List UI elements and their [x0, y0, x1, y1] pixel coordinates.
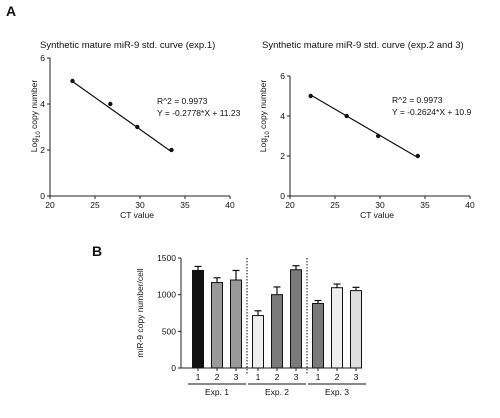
bar — [350, 290, 362, 369]
y-tick-label: 4 — [40, 99, 45, 109]
x-axis-label: CT value — [120, 210, 154, 220]
bar — [192, 269, 204, 369]
y-axis-label-rest: copy number — [29, 80, 39, 132]
x-tick-label: 20 — [45, 200, 55, 210]
y-tick-label: 2 — [280, 151, 285, 161]
x-tick-label: 1 — [196, 372, 201, 382]
bar — [211, 282, 223, 369]
x-tick-label: 1 — [256, 372, 261, 382]
bar — [252, 315, 264, 369]
y-tick-label: 0 — [280, 191, 285, 201]
data-point — [415, 153, 420, 159]
equation-text: Y = -0.2624*X + 10.9 — [392, 107, 472, 117]
bar — [331, 287, 343, 369]
fit-line — [310, 94, 419, 158]
panel-label-a: A — [6, 3, 16, 19]
group-label: Exp. 1 — [205, 387, 229, 397]
x-tick-label: 40 — [465, 200, 475, 210]
x-tick-label: 20 — [285, 200, 295, 210]
x-tick-label: 35 — [420, 200, 430, 210]
panel-label-b: B — [92, 243, 102, 259]
chart-title: Synthetic mature miR-9 std. curve (exp.1… — [40, 40, 215, 51]
x-tick-label: 2 — [335, 372, 340, 382]
x-tick-label: 25 — [90, 200, 100, 210]
x-tick-label: 40 — [225, 200, 235, 210]
y-tick-label: 0 — [171, 363, 176, 373]
x-tick-label: 1 — [316, 372, 321, 382]
y-tick-label: 6 — [280, 71, 285, 81]
std-curve-chart-exp1: Synthetic mature miR-9 std. curve (exp.1… — [29, 40, 241, 220]
x-tick-label: 30 — [135, 200, 145, 210]
x-tick-label: 35 — [180, 200, 190, 210]
group-label: Exp. 3 — [325, 387, 349, 397]
x-tick-label: 2 — [275, 372, 280, 382]
data-point — [70, 78, 75, 84]
x-tick-label: 2 — [215, 372, 220, 382]
y-tick-label: 6 — [40, 53, 45, 63]
y-axis-label: Log10 copy number — [258, 80, 271, 153]
y-tick-label: 2 — [40, 145, 45, 155]
svg-text:Log10 copy number: Log10 copy number — [29, 80, 42, 153]
y-axis-label-main: Log — [258, 138, 268, 152]
bar — [230, 279, 242, 369]
equation-text: Y = -0.2778*X + 11.23 — [157, 108, 241, 118]
y-axis-label-sub: 10 — [265, 131, 271, 138]
bar — [271, 294, 283, 369]
y-axis-label-main: Log — [29, 138, 39, 152]
data-point — [308, 93, 313, 99]
y-axis-label-text: miR-9 copy number/cell — [135, 268, 145, 357]
copy-number-bar-chart: miR-9 copy number/cell 0 500 1000 1500 1 2 3 1 2… — [135, 253, 366, 397]
bar — [290, 269, 302, 369]
x-tick-label: 3 — [294, 372, 299, 382]
data-point — [108, 101, 113, 107]
y-tick-label: 1500 — [157, 253, 176, 263]
x-tick-label: 3 — [354, 372, 359, 382]
std-curve-chart-exp2-3: Synthetic mature miR-9 std. curve (exp.2… — [258, 40, 475, 220]
y-tick-label: 0 — [40, 191, 45, 201]
y-axis-label-sub: 10 — [36, 131, 42, 138]
data-point — [376, 133, 381, 139]
y-axis-label: Log10 copy number — [29, 80, 42, 153]
x-tick-label: 30 — [375, 200, 385, 210]
y-tick-label: 4 — [280, 111, 285, 121]
y-tick-label: 500 — [162, 326, 176, 336]
r-squared-text: R^2 = 0.9973 — [157, 96, 208, 106]
data-point — [169, 147, 174, 153]
x-tick-label: 3 — [234, 372, 239, 382]
data-point — [135, 124, 140, 130]
x-tick-label: 25 — [330, 200, 340, 210]
bar — [312, 302, 324, 369]
y-axis-label: miR-9 copy number/cell — [135, 268, 145, 357]
y-tick-label: 1000 — [157, 290, 176, 300]
data-point — [344, 113, 349, 119]
group-label: Exp. 2 — [265, 387, 289, 397]
fit-line — [72, 80, 172, 153]
svg-text:Log10 copy number: Log10 copy number — [258, 80, 271, 153]
r-squared-text: R^2 = 0.9973 — [392, 95, 443, 105]
chart-title: Synthetic mature miR-9 std. curve (exp.2… — [262, 40, 464, 51]
y-axis-label-rest: copy number — [258, 80, 268, 132]
x-axis-label: CT value — [360, 210, 394, 220]
